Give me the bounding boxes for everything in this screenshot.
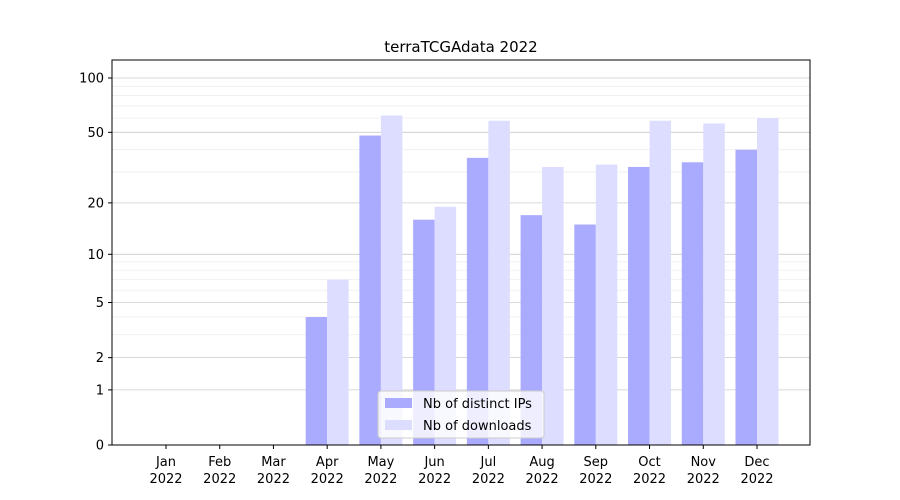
bar-distinct-ips <box>359 135 381 446</box>
legend-swatch-downloads <box>385 420 412 430</box>
x-tick-label: Nov <box>691 455 717 470</box>
x-tick-label: Oct <box>638 455 660 470</box>
bar-distinct-ips <box>735 149 757 445</box>
x-tick-label: 2022 <box>149 472 182 487</box>
plot-frame <box>111 59 811 446</box>
bar-downloads <box>327 279 349 445</box>
y-tick-label: 5 <box>96 296 104 311</box>
bar-distinct-ips <box>413 219 435 445</box>
x-tick-label: Jun <box>423 455 444 470</box>
bar-distinct-ips <box>305 317 328 445</box>
x-tick-label: 2022 <box>311 472 344 487</box>
bar-distinct-ips <box>520 215 543 445</box>
bars-layer <box>305 115 779 446</box>
x-tick-label: May <box>367 455 394 470</box>
y-tick-label: 100 <box>79 72 104 87</box>
x-tick-label: 2022 <box>364 472 397 487</box>
bar-downloads <box>703 123 725 446</box>
x-tick-label: 2022 <box>633 472 666 487</box>
x-tick-label: 2022 <box>740 472 773 487</box>
chart-title: terraTCGAdata 2022 <box>384 38 537 56</box>
bar-distinct-ips <box>574 224 596 445</box>
x-tick-label: Dec <box>744 455 769 470</box>
x-tick-label: 2022 <box>687 472 720 487</box>
x-tick-label: 2022 <box>472 472 505 487</box>
x-tick-label: Feb <box>208 455 231 470</box>
bar-downloads <box>649 120 672 445</box>
bar-downloads <box>488 120 510 445</box>
y-axis: 0 1 2 5 10 20 50 100 <box>79 72 112 454</box>
y-tick-label: 20 <box>87 196 104 211</box>
bar-distinct-ips <box>628 166 650 445</box>
x-tick-label: 2022 <box>418 472 451 487</box>
x-tick-label: 2022 <box>203 472 236 487</box>
legend-label-downloads: Nb of downloads <box>423 419 532 434</box>
legend-swatch-distinct-ips <box>385 398 412 408</box>
bar-downloads <box>434 206 457 445</box>
y-tick-label: 0 <box>96 439 104 454</box>
x-tick-label: 2022 <box>526 472 559 487</box>
x-tick-label: 2022 <box>579 472 612 487</box>
legend-box <box>377 390 545 439</box>
legend-label-distinct-ips: Nb of distinct IPs <box>423 397 532 412</box>
y-tick-label: 2 <box>96 351 104 366</box>
bar-distinct-ips <box>681 162 704 445</box>
bar-downloads <box>595 164 618 445</box>
y-tick-label: 50 <box>87 126 104 141</box>
bar-downloads <box>542 166 564 445</box>
x-axis: Jan 2022 Feb 2022 Mar 2022 Apr 2022 May 2022 Jun 20… <box>149 445 774 487</box>
x-tick-label: Aug <box>529 455 554 470</box>
bar-downloads <box>380 115 403 445</box>
x-tick-label: 2022 <box>257 472 290 487</box>
bar-distinct-ips <box>466 157 489 445</box>
legend: Nb of distinct IPs Nb of downloads <box>377 390 545 439</box>
x-tick-label: Sep <box>584 455 609 470</box>
bar-downloads <box>757 118 779 446</box>
x-tick-label: Mar <box>261 455 286 470</box>
y-tick-label: 1 <box>96 383 104 398</box>
y-tick-label: 10 <box>87 248 104 263</box>
x-tick-label: Apr <box>316 455 339 470</box>
x-tick-label: Jan <box>155 455 176 470</box>
x-tick-label: Jul <box>480 455 497 470</box>
